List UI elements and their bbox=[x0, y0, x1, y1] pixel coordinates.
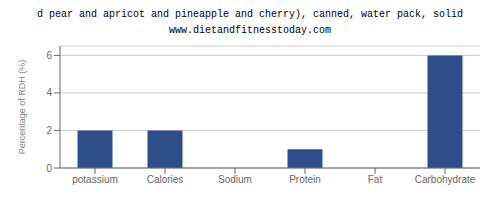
html-text:www.dietandfitnesstoday.com: www.dietandfitnesstoday.com bbox=[169, 25, 331, 36]
svg-text:Fat: Fat bbox=[368, 174, 383, 185]
svg-text:Protein: Protein bbox=[289, 174, 321, 185]
svg-text:Calories: Calories bbox=[147, 174, 184, 185]
svg-text:6: 6 bbox=[46, 50, 52, 61]
html-text:d pear and apricot and pineapp: d pear and apricot and pineapple and che… bbox=[37, 9, 463, 20]
svg-text:potassium: potassium bbox=[72, 174, 118, 185]
svg-text:Carbohydrate: Carbohydrate bbox=[415, 174, 476, 185]
svg-text:4: 4 bbox=[46, 87, 52, 98]
svg-text:2: 2 bbox=[46, 125, 52, 136]
svg-text:0: 0 bbox=[46, 163, 52, 174]
svg-text:Sodium: Sodium bbox=[218, 174, 252, 185]
svg-text:Percentage of RDH (%): Percentage of RDH (%) bbox=[17, 60, 27, 155]
